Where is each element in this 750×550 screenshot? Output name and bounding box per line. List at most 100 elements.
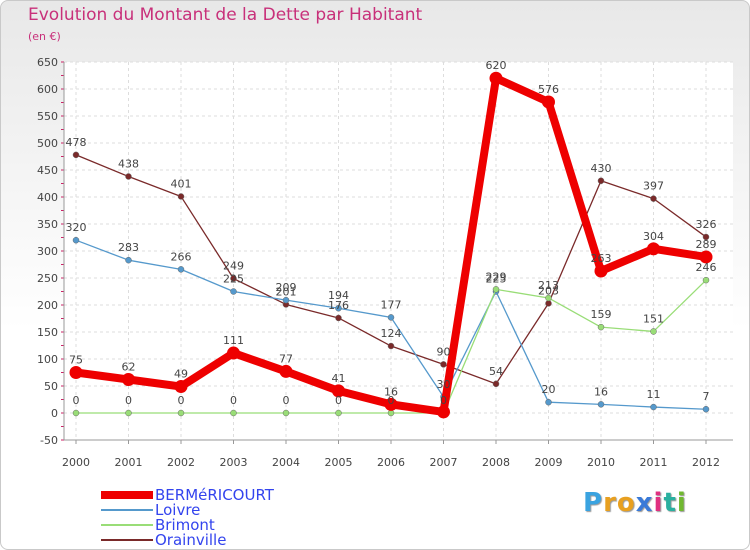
data-label: 77 [279,352,293,365]
data-point [545,398,552,406]
data-point [122,373,135,387]
data-point [230,288,237,295]
data-point [440,361,447,368]
data-label: 620 [486,59,507,72]
data-label: 124 [381,327,402,340]
data-label: 225 [486,273,507,286]
y-tick-label: 550 [37,110,58,123]
data-point [125,256,132,264]
data-label: 430 [591,162,612,175]
data-label: 111 [223,334,244,347]
data-point [282,409,290,417]
data-label: 90 [437,345,451,358]
legend-label: Brimont [155,516,215,534]
data-label: 75 [69,354,83,367]
logo-letter: P [583,488,604,518]
data-label: 194 [328,289,349,302]
data-label: 266 [171,250,192,263]
data-label: 225 [223,273,244,286]
data-label: 176 [328,299,349,312]
y-tick-label: 100 [37,353,58,366]
x-tick-label: 2004 [272,456,300,469]
x-tick-label: 2002 [167,456,195,469]
data-point [647,242,660,256]
data-label: 397 [643,180,664,193]
data-label: 151 [643,312,664,325]
data-point [545,294,552,302]
data-label: 478 [66,136,87,149]
axes: -500501001502002503003504004505005506006… [37,56,733,469]
data-point [492,286,500,293]
data-label: 7 [703,390,710,403]
data-point [177,409,185,417]
data-label: 177 [381,298,402,311]
x-tick-label: 2006 [377,456,405,469]
proxiti-logo: Proxiti [583,488,687,518]
data-label: 401 [171,177,192,190]
y-tick-label: 150 [37,326,58,339]
data-label: 246 [696,261,717,274]
y-tick-label: 400 [37,191,58,204]
data-label: 0 [388,394,395,407]
data-label: 159 [591,308,612,321]
data-label: 0 [335,394,342,407]
logo-letter: t [663,488,677,518]
x-tick-label: 2003 [220,456,248,469]
data-point [597,323,605,331]
data-point [174,380,188,394]
legend-swatch [101,539,153,541]
data-label: 229 [486,270,507,283]
legend-swatch [101,491,153,499]
data-point [387,314,395,321]
data-point [335,314,342,322]
x-tick-label: 2011 [640,456,668,469]
x-tick-label: 2012 [692,456,720,469]
data-point [227,346,240,360]
data-point [702,276,710,284]
data-point [332,384,345,398]
data-label: 16 [594,385,608,398]
data-point [177,193,185,200]
data-point [230,275,237,282]
data-point [177,266,185,273]
data-point [597,401,605,408]
data-label: 320 [66,221,87,234]
data-label: 0 [283,394,290,407]
data-label: 16 [384,385,398,398]
data-label: 576 [538,83,559,96]
logo-letter: i [676,488,687,518]
data-point [594,264,608,278]
x-tick-label: 2010 [587,456,615,469]
data-label: 0 [73,394,80,407]
legend-label: Loivre [155,501,201,519]
grid [64,61,733,441]
data-point [279,364,293,378]
data-point [542,95,555,109]
data-point [650,195,657,202]
data-label: 283 [118,241,139,254]
data-point [387,342,395,350]
y-tick-label: 650 [37,56,58,69]
logo-letter: x [635,488,654,518]
data-label: 30 [437,378,451,391]
data-point [335,304,342,312]
y-tick-label: 600 [37,83,58,96]
data-label: 11 [647,388,661,401]
data-point [282,296,290,304]
data-point [72,236,80,244]
data-label: 249 [223,260,244,273]
data-label: 41 [332,372,346,385]
y-tick-label: -50 [40,434,58,447]
data-label: 0 [440,394,447,407]
legend-label: BERMéRICOURT [155,486,274,504]
y-tick-label: 250 [37,272,58,285]
data-label: 0 [178,394,185,407]
x-tick-label: 2008 [482,456,510,469]
data-label: 263 [591,252,612,265]
data-label: 289 [696,238,717,251]
data-point [69,366,83,379]
data-point [650,403,657,411]
data-point [230,409,237,417]
